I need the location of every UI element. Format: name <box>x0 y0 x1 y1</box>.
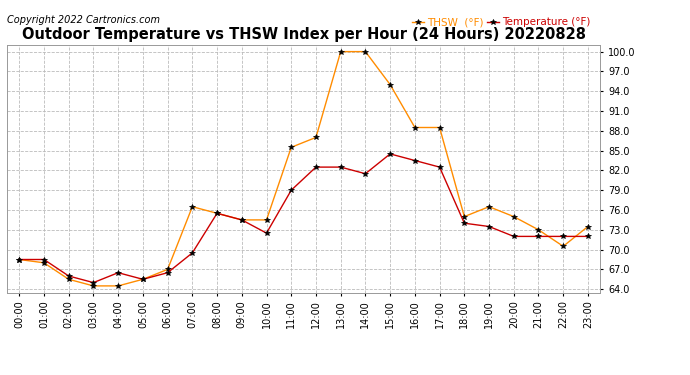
THSW  (°F) <box>237 217 246 222</box>
THSW  (°F) <box>213 211 221 216</box>
THSW  (°F) <box>584 224 592 229</box>
Temperature (°F) <box>337 165 345 170</box>
THSW  (°F) <box>559 244 567 249</box>
Temperature (°F) <box>213 211 221 216</box>
THSW  (°F) <box>89 284 97 288</box>
THSW  (°F) <box>337 50 345 54</box>
THSW  (°F) <box>164 267 172 272</box>
THSW  (°F) <box>460 214 469 219</box>
THSW  (°F) <box>534 228 542 232</box>
THSW  (°F) <box>262 217 270 222</box>
THSW  (°F) <box>510 214 518 219</box>
Temperature (°F) <box>114 270 122 275</box>
Temperature (°F) <box>89 280 97 285</box>
Temperature (°F) <box>65 274 73 278</box>
THSW  (°F) <box>411 125 419 130</box>
Temperature (°F) <box>262 231 270 236</box>
Temperature (°F) <box>312 165 320 170</box>
Temperature (°F) <box>485 224 493 229</box>
Line: Temperature (°F): Temperature (°F) <box>17 151 591 285</box>
THSW  (°F) <box>15 257 23 262</box>
THSW  (°F) <box>485 204 493 209</box>
Temperature (°F) <box>510 234 518 238</box>
Line: THSW  (°F): THSW (°F) <box>17 49 591 289</box>
Temperature (°F) <box>139 277 147 282</box>
THSW  (°F) <box>114 284 122 288</box>
Temperature (°F) <box>534 234 542 238</box>
THSW  (°F) <box>435 125 444 130</box>
Temperature (°F) <box>584 234 592 238</box>
Temperature (°F) <box>411 158 419 163</box>
THSW  (°F) <box>139 277 147 282</box>
Temperature (°F) <box>435 165 444 170</box>
Temperature (°F) <box>362 171 370 176</box>
Temperature (°F) <box>287 188 295 192</box>
Temperature (°F) <box>164 270 172 275</box>
Temperature (°F) <box>15 257 23 262</box>
THSW  (°F) <box>287 145 295 150</box>
Temperature (°F) <box>237 217 246 222</box>
THSW  (°F) <box>40 261 48 265</box>
THSW  (°F) <box>188 204 197 209</box>
Legend: THSW  (°F), Temperature (°F): THSW (°F), Temperature (°F) <box>408 13 595 32</box>
THSW  (°F) <box>312 135 320 140</box>
Temperature (°F) <box>188 251 197 255</box>
THSW  (°F) <box>386 82 394 87</box>
THSW  (°F) <box>362 50 370 54</box>
Title: Outdoor Temperature vs THSW Index per Hour (24 Hours) 20220828: Outdoor Temperature vs THSW Index per Ho… <box>21 27 586 42</box>
Temperature (°F) <box>460 221 469 225</box>
Temperature (°F) <box>40 257 48 262</box>
THSW  (°F) <box>65 277 73 282</box>
Temperature (°F) <box>559 234 567 238</box>
Text: Copyright 2022 Cartronics.com: Copyright 2022 Cartronics.com <box>7 15 160 25</box>
Temperature (°F) <box>386 152 394 156</box>
